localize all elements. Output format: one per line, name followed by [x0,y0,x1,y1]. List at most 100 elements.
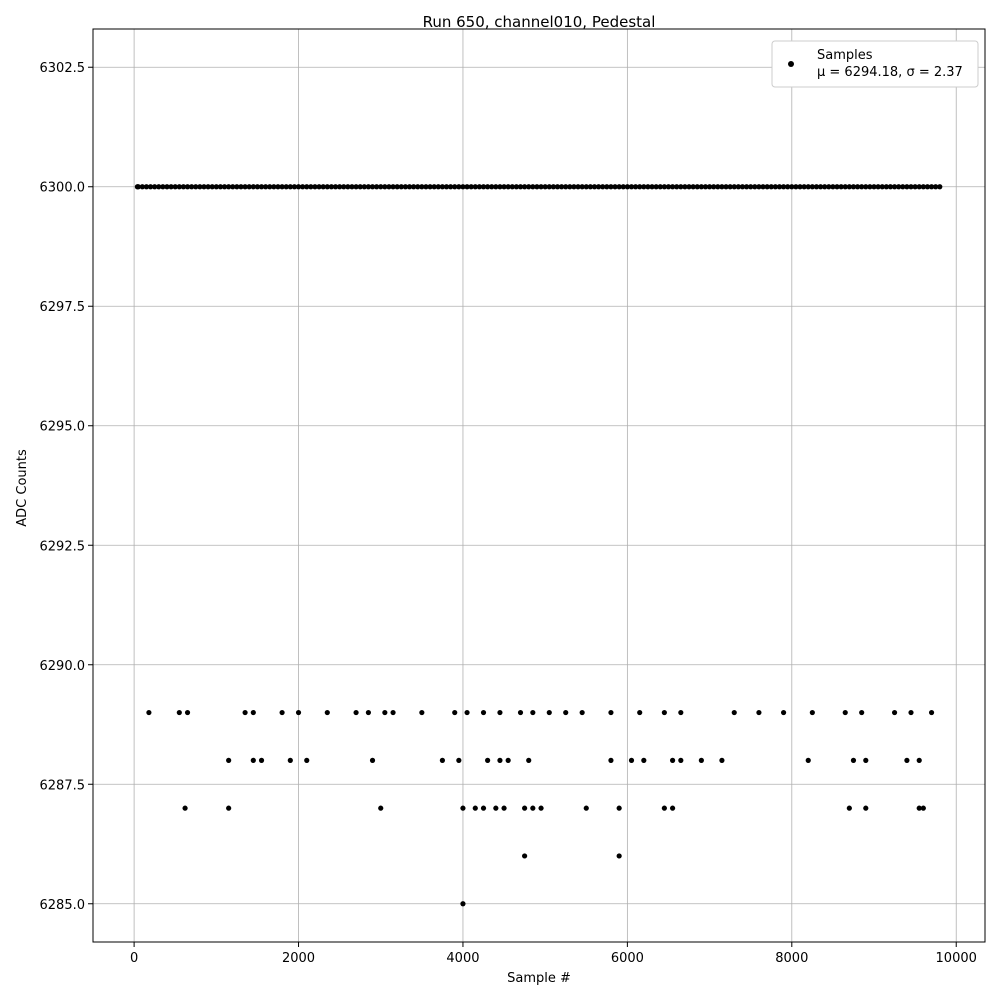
data-point [295,709,302,716]
data-point [563,184,569,190]
data-point [152,184,158,190]
data-point [571,184,577,190]
data-point [809,709,815,716]
data-point [480,184,487,190]
data-point [250,184,256,190]
data-point [649,184,655,190]
data-point [456,757,462,763]
data-point [928,184,935,190]
data-point [583,805,589,811]
data-point [846,805,852,811]
x-axis-label: Sample # [507,971,571,986]
data-point [357,184,363,190]
data-point [300,184,306,190]
data-point [209,184,215,190]
legend: Samples μ = 6294.18, σ = 2.37 [771,40,979,88]
data-point [616,184,622,190]
data-point [382,184,388,190]
data-point [628,184,635,190]
data-point [337,184,343,190]
data-point [480,805,487,811]
data-point [431,184,437,190]
data-point [698,184,704,190]
data-point [727,184,733,190]
data-point [287,757,293,763]
data-point [920,805,926,811]
data-point [534,184,540,190]
data-point [896,184,902,190]
data-point [780,709,787,716]
data-point [328,184,335,190]
data-point [669,184,676,190]
data-point [242,709,248,716]
data-point [423,184,429,190]
data-point [497,757,503,763]
data-point [542,184,548,190]
data-point [226,805,232,811]
data-point [587,184,593,190]
data-point [813,184,820,190]
y-tick-label: 6285.0 [40,898,86,913]
data-point [143,184,150,190]
data-point [472,805,478,811]
data-point [147,184,154,190]
data-point [419,709,425,716]
y-axis-label: ADC Counts [15,449,30,527]
data-point [182,805,188,811]
data-point [398,184,404,190]
data-point [822,184,828,190]
data-point [176,709,182,716]
data-point [682,184,688,190]
data-point [234,184,240,190]
data-point [353,709,359,716]
data-point [678,757,684,763]
data-point [242,184,248,190]
data-point [476,184,482,190]
legend-marker [788,61,794,67]
data-point [904,757,910,763]
data-point [205,184,211,190]
data-point [501,184,507,190]
data-point [279,709,285,716]
data-point [464,184,470,190]
data-point [156,184,162,190]
data-point [830,184,836,190]
data-point [846,184,852,190]
x-tick-label: 6000 [611,951,644,966]
data-point [456,184,462,190]
data-point [678,184,684,190]
data-point [353,184,359,190]
data-point [460,805,466,811]
data-point [735,184,741,190]
data-point [419,184,425,190]
data-point [616,805,622,811]
data-point [193,184,199,190]
data-point [563,709,569,716]
data-point [567,184,573,190]
data-point [900,184,906,190]
data-point [452,184,458,190]
data-point [867,184,873,190]
data-point [801,184,807,190]
data-point [546,709,552,716]
data-point [678,709,684,716]
data-point [287,184,293,190]
data-point [694,184,700,190]
data-point [743,184,750,190]
data-point [472,184,478,190]
data-point [460,184,466,190]
data-point [341,184,347,190]
data-point [217,184,224,190]
data-point [637,709,643,716]
data-point [826,184,832,190]
data-point [768,184,774,190]
data-point [406,184,413,190]
data-point [382,709,388,716]
data-point [497,709,503,716]
data-point [805,184,811,190]
data-point [246,184,252,190]
data-point [316,184,322,190]
data-point [522,805,528,811]
data-point [320,184,326,190]
data-point [402,184,409,190]
